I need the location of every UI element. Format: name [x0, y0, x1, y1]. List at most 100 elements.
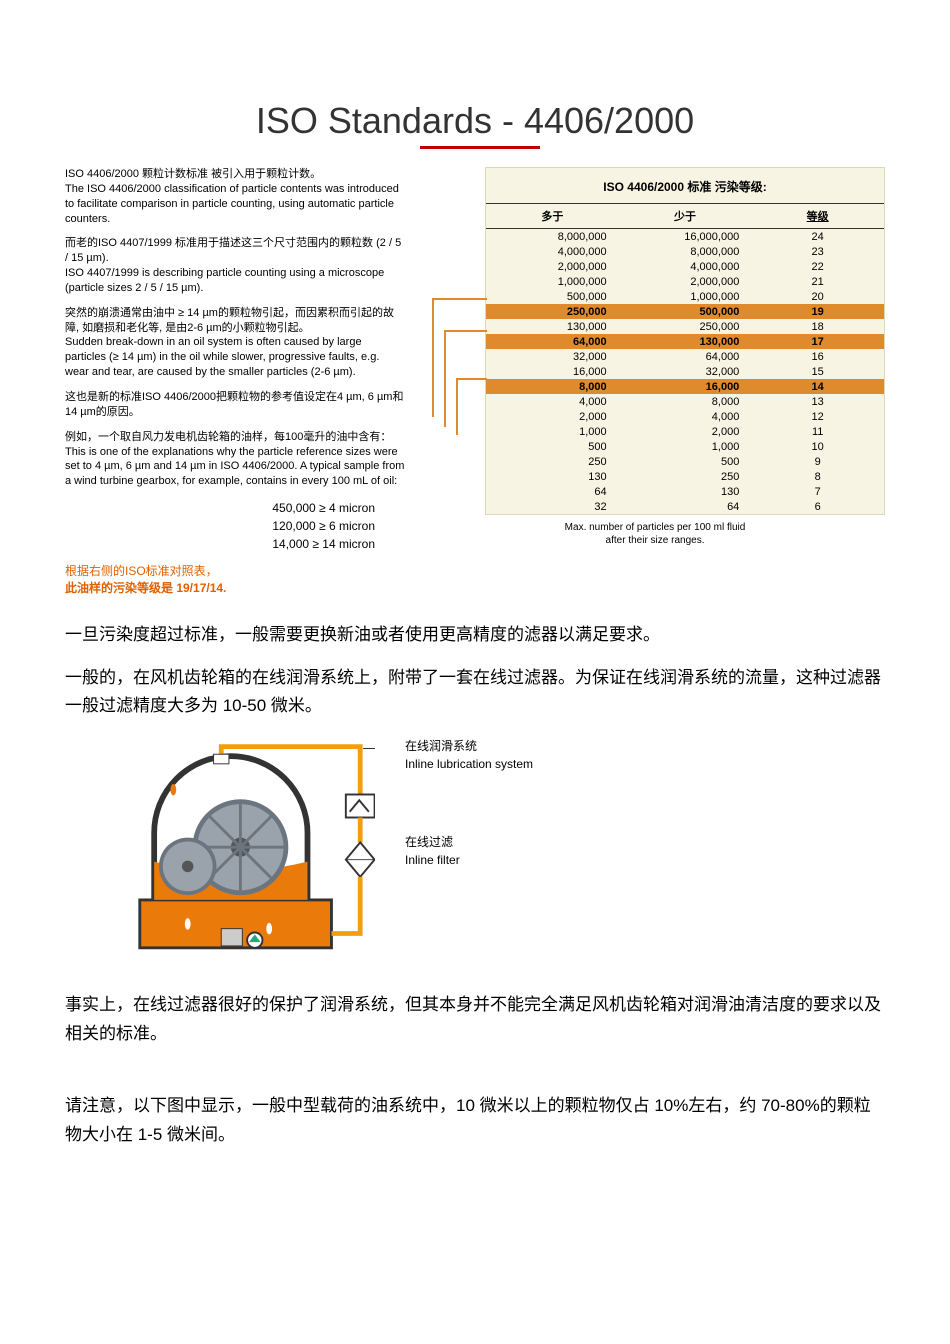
red-note: 根据右侧的ISO标准对照表， 此油样的污染等级是 19/17/14. [65, 563, 405, 597]
table-cell: 8,000,000 [619, 244, 752, 259]
table-cell: 250 [619, 469, 752, 484]
table-cell: 500,000 [486, 289, 619, 304]
table-cell: 6 [751, 499, 884, 514]
table-row: 8,00016,00014 [486, 379, 884, 394]
body-p1: 一旦污染度超过标准，一般需要更换新油或者使用更高精度的滤器以满足要求。 [65, 621, 885, 650]
intro-p3-cn: 突然的崩溃通常由油中 ≥ 14 µm的颗粒物引起，而因累积而引起的故障, 如磨损… [65, 307, 394, 334]
intro-p5-cn: 例如，一个取自风力发电机齿轮箱的油样，每100毫升的油中含有： [65, 431, 391, 443]
table-cell: 12 [751, 409, 884, 424]
table-cell: 32 [486, 499, 619, 514]
table-cell: 1,000,000 [486, 274, 619, 289]
table-cell: 19 [751, 304, 884, 319]
table-cell: 4,000,000 [486, 244, 619, 259]
body-p3: 事实上，在线过滤器很好的保护了润滑系统，但其本身并不能完全满足风机齿轮箱对润滑油… [65, 991, 885, 1049]
page-title: ISO Standards - 4406/2000 [65, 100, 885, 142]
top-section: ISO 4406/2000 颗粒计数标准 被引入用于颗粒计数。 The ISO … [65, 167, 885, 597]
table-row: 500,0001,000,00020 [486, 289, 884, 304]
iso-table: 多于 少于 等级 8,000,00016,000,000244,000,0008… [486, 204, 884, 514]
intro-p1-cn: ISO 4406/2000 颗粒计数标准 被引入用于颗粒计数。 [65, 168, 321, 180]
table-row: 1,000,0002,000,00021 [486, 274, 884, 289]
sample-row-1: 450,000 ≥ 4 micron [65, 499, 375, 517]
iso-table-panel: ISO 4406/2000 标准 污染等级: 多于 少于 等级 8,000,00… [425, 167, 885, 547]
table-cell: 250,000 [619, 319, 752, 334]
intro-p5-en: This is one of the explanations why the … [65, 446, 404, 488]
label1-cn: 在线润滑系统 [405, 737, 533, 755]
table-cell: 64,000 [486, 334, 619, 349]
table-cell: 8,000,000 [486, 229, 619, 245]
diagram-labels: 在线润滑系统 Inline lubrication system 在线过滤 In… [405, 737, 533, 929]
table-row: 16,00032,00015 [486, 364, 884, 379]
table-cell: 500,000 [619, 304, 752, 319]
table-row: 1,0002,00011 [486, 424, 884, 439]
table-row: 2505009 [486, 454, 884, 469]
table-cell: 16,000,000 [619, 229, 752, 245]
table-cell: 15 [751, 364, 884, 379]
gearbox-svg [125, 737, 375, 967]
label1-en: Inline lubrication system [405, 755, 533, 773]
table-cell: 2,000 [619, 424, 752, 439]
table-cell: 8 [751, 469, 884, 484]
red-note-l2: 此油样的污染等级是 19/17/14. [65, 581, 226, 595]
table-row: 4,0008,00013 [486, 394, 884, 409]
th-less: 少于 [619, 204, 752, 229]
table-cell: 8,000 [619, 394, 752, 409]
table-cell: 2,000 [486, 409, 619, 424]
table-cell: 13 [751, 394, 884, 409]
table-row: 4,000,0008,000,00023 [486, 244, 884, 259]
th-more: 多于 [486, 204, 619, 229]
table-cell: 10 [751, 439, 884, 454]
table-row: 8,000,00016,000,00024 [486, 229, 884, 245]
body-p4: 请注意，以下图中显示，一般中型载荷的油系统中，10 微米以上的颗粒物仅占 10%… [65, 1092, 885, 1150]
title-underline [420, 146, 540, 149]
table-cell: 2,000,000 [486, 259, 619, 274]
table-cell: 9 [751, 454, 884, 469]
table-row: 5001,00010 [486, 439, 884, 454]
intro-p1-en: The ISO 4406/2000 classification of part… [65, 183, 399, 225]
table-row: 2,000,0004,000,00022 [486, 259, 884, 274]
body-text-2: 事实上，在线过滤器很好的保护了润滑系统，但其本身并不能完全满足风机齿轮箱对润滑油… [65, 991, 885, 1149]
table-cell: 20 [751, 289, 884, 304]
table-cell: 11 [751, 424, 884, 439]
sample-row-2: 120,000 ≥ 6 micron [65, 517, 375, 535]
table-cell: 1,000 [619, 439, 752, 454]
table-cell: 1,000 [486, 424, 619, 439]
table-cell: 130 [619, 484, 752, 499]
table-cell: 17 [751, 334, 884, 349]
intro-p2-en: ISO 4407/1999 is describing particle cou… [65, 267, 384, 294]
table-cell: 16,000 [486, 364, 619, 379]
table-cell: 24 [751, 229, 884, 245]
gearbox-diagram: 在线润滑系统 Inline lubrication system 在线过滤 In… [125, 737, 885, 967]
table-row: 250,000500,00019 [486, 304, 884, 319]
table-row: 64,000130,00017 [486, 334, 884, 349]
table-cell: 18 [751, 319, 884, 334]
table-cell: 64,000 [619, 349, 752, 364]
table-cell: 7 [751, 484, 884, 499]
table-cell: 4,000 [619, 409, 752, 424]
label2-en: Inline filter [405, 851, 533, 869]
table-cell: 64 [619, 499, 752, 514]
table-cell: 14 [751, 379, 884, 394]
table-cell: 130,000 [486, 319, 619, 334]
table-cell: 130,000 [619, 334, 752, 349]
table-cell: 8,000 [486, 379, 619, 394]
sample-row-3: 14,000 ≥ 14 micron [65, 535, 375, 553]
table-cell: 500 [486, 439, 619, 454]
caption-l2: after their size ranges. [606, 535, 705, 546]
intro-p3-en: Sudden break-down in an oil system is of… [65, 336, 379, 378]
table-cell: 250 [486, 454, 619, 469]
caption-l1: Max. number of particles per 100 ml flui… [565, 522, 746, 533]
th-grade: 等级 [751, 204, 884, 229]
table-cell: 16 [751, 349, 884, 364]
table-cell: 2,000,000 [619, 274, 752, 289]
table-cell: 22 [751, 259, 884, 274]
table-cell: 16,000 [619, 379, 752, 394]
table-title: ISO 4406/2000 标准 污染等级: [486, 168, 884, 204]
table-cell: 32,000 [619, 364, 752, 379]
table-cell: 4,000 [486, 394, 619, 409]
table-row: 32646 [486, 499, 884, 514]
table-cell: 4,000,000 [619, 259, 752, 274]
label2-cn: 在线过滤 [405, 833, 533, 851]
table-cell: 32,000 [486, 349, 619, 364]
red-note-l1: 根据右侧的ISO标准对照表， [65, 564, 218, 578]
table-row: 32,00064,00016 [486, 349, 884, 364]
